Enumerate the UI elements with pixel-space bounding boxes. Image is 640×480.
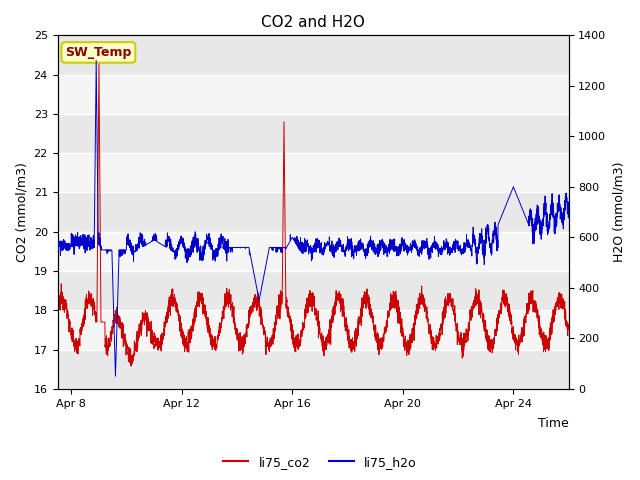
Bar	[58, 192, 568, 232]
Bar	[58, 310, 568, 349]
Bar	[58, 232, 568, 271]
Text: SW_Temp: SW_Temp	[65, 46, 132, 59]
Bar	[58, 36, 568, 74]
Title: CO2 and H2O: CO2 and H2O	[261, 15, 365, 30]
Bar	[58, 114, 568, 153]
Y-axis label: H2O (mmol/m3): H2O (mmol/m3)	[612, 162, 625, 263]
Text: Time: Time	[538, 417, 568, 430]
Y-axis label: CO2 (mmol/m3): CO2 (mmol/m3)	[15, 162, 28, 262]
Bar	[58, 271, 568, 310]
Bar	[58, 153, 568, 192]
Bar	[58, 349, 568, 389]
Legend: li75_co2, li75_h2o: li75_co2, li75_h2o	[218, 451, 422, 474]
Bar	[58, 74, 568, 114]
